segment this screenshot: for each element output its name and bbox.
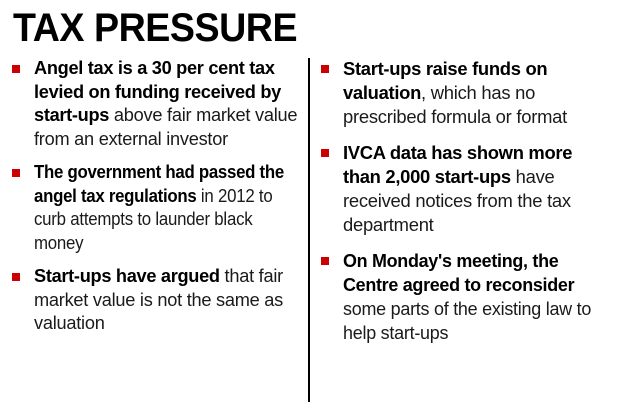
square-bullet-icon (321, 149, 329, 157)
square-bullet-icon (12, 169, 20, 177)
list-item-lead: IVCA data has shown more than 2,000 star… (343, 142, 573, 187)
list-item-text: On Monday's meeting, the Centre agreed t… (343, 249, 612, 345)
list-item-text: IVCA data has shown more than 2,000 star… (343, 141, 612, 237)
list-item-lead: Angel tax is a 30 per cent tax levied on… (34, 58, 281, 125)
list-item-text: Start-ups have argued that fair market v… (34, 265, 304, 336)
list-item-lead: On Monday's meeting, the Centre agreed t… (343, 250, 575, 295)
list-item-lead: Start-ups raise funds on valuation (343, 58, 548, 103)
list-item-lead: Start-ups have argued (34, 266, 220, 286)
list-item-lead: The government had passed the angel tax … (34, 162, 284, 206)
square-bullet-icon (321, 257, 329, 265)
square-bullet-icon (12, 273, 20, 281)
list-item-rest: have received notices from the tax depar… (343, 166, 571, 235)
list-item-rest: some parts of the existing law to help s… (343, 298, 592, 343)
list-item: Start-ups have argued that fair market v… (11, 265, 304, 336)
list-item: On Monday's meeting, the Centre agreed t… (320, 249, 612, 345)
left-column: Angel tax is a 30 per cent tax levied on… (11, 57, 304, 336)
page-title: TAX PRESSURE (13, 6, 298, 50)
list-item: Angel tax is a 30 per cent tax levied on… (11, 57, 304, 151)
list-item: IVCA data has shown more than 2,000 star… (320, 141, 612, 237)
list-item-text: Start-ups raise funds on valuation, whic… (343, 57, 612, 129)
list-item-text: The government had passed the angel tax … (34, 161, 304, 255)
list-item-rest: that fair market value is not the same a… (34, 266, 284, 333)
square-bullet-icon (321, 65, 329, 73)
list-item-rest: in 2012 to curb attempts to launder blac… (34, 185, 273, 253)
list-item-rest: above fair market value from an external… (34, 105, 298, 149)
column-divider (308, 58, 310, 402)
list-item: Start-ups raise funds on valuation, whic… (320, 57, 612, 129)
right-column: Start-ups raise funds on valuation, whic… (320, 57, 612, 345)
list-item-rest: , which has no prescribed formula or for… (343, 82, 567, 127)
square-bullet-icon (12, 65, 20, 73)
list-item-text: Angel tax is a 30 per cent tax levied on… (34, 57, 304, 151)
list-item: The government had passed the angel tax … (11, 161, 304, 255)
